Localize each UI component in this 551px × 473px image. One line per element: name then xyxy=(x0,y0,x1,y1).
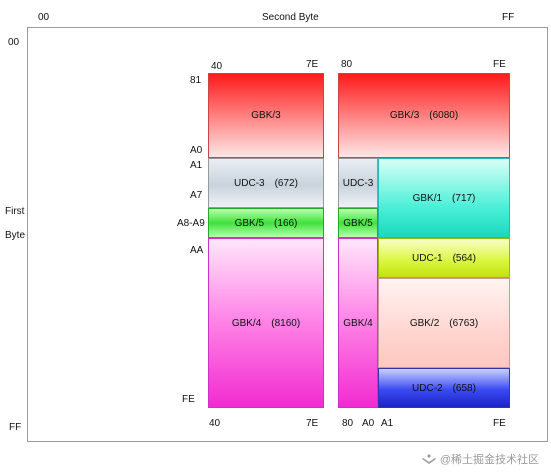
row-label-a8-a9: A8-A9 xyxy=(177,218,205,229)
right-top-start-label: 80 xyxy=(341,59,353,70)
gbk2-count: (6763) xyxy=(449,317,479,329)
right-gbk3-count: (6080) xyxy=(429,110,459,121)
row-label-a0: A0 xyxy=(190,145,203,156)
left-gbk4-count: (8160) xyxy=(271,317,301,329)
y-axis-title-line2: Byte xyxy=(5,230,26,241)
row-label-a1: A1 xyxy=(190,160,203,171)
watermark-text: @稀土掘金技术社区 xyxy=(439,454,539,466)
row-label-81: 81 xyxy=(190,75,202,86)
left-gbk3-name: GBK/3 xyxy=(251,110,281,121)
y-axis-start-label: 00 xyxy=(8,37,20,48)
gbk2-block: GBK/2 (6763) xyxy=(378,278,510,368)
y-axis-title-line1: First xyxy=(5,206,25,217)
right-gbk3-block: GBK/3 (6080) xyxy=(338,73,510,158)
left-gbk5-name: GBK/5 xyxy=(234,217,265,229)
udc1-block: UDC-1 (564) xyxy=(378,238,510,278)
row-label-aa: AA xyxy=(190,245,204,256)
right-gbk4-block: GBK/4 xyxy=(338,238,378,408)
right-udc3-block: UDC-3 xyxy=(338,158,378,208)
left-top-end-label: 7E xyxy=(306,59,319,70)
udc1-name: UDC-1 xyxy=(412,252,443,264)
right-gbk5-block: GBK/5 xyxy=(338,208,378,238)
left-udc3-name: UDC-3 xyxy=(234,177,265,189)
gbk1-name: GBK/1 xyxy=(412,192,443,204)
row-label-fe: FE xyxy=(182,394,195,405)
left-bottom-end-label: 7E xyxy=(306,418,319,429)
left-gbk3-block: GBK/3 xyxy=(208,73,324,158)
right-bottom-a1-label: A1 xyxy=(381,418,394,429)
y-axis-end-label: FF xyxy=(9,422,22,433)
right-gbk3-name: GBK/3 xyxy=(389,110,420,121)
gbk2-name: GBK/2 xyxy=(409,317,440,329)
watermark: @稀土掘金技术社区 xyxy=(421,451,539,467)
left-gbk5-block: GBK/5 (166) xyxy=(208,208,324,238)
udc2-block: UDC-2 (658) xyxy=(378,368,510,408)
udc2-count: (658) xyxy=(452,382,476,394)
left-udc3-count: (672) xyxy=(274,177,298,189)
right-bottom-80-label: 80 xyxy=(342,418,354,429)
udc1-count: (564) xyxy=(452,252,476,264)
gbk1-count: (717) xyxy=(452,192,476,204)
gbk1-block: GBK/1 (717) xyxy=(378,158,510,238)
right-bottom-a0-label: A0 xyxy=(362,418,375,429)
x-axis-title: Second Byte xyxy=(262,12,319,23)
left-gbk4-name: GBK/4 xyxy=(231,317,262,329)
row-label-a7: A7 xyxy=(190,190,203,201)
right-gbk5-name: GBK/5 xyxy=(343,217,373,229)
right-gbk4-name: GBK/4 xyxy=(343,317,373,329)
x-axis-start-label: 00 xyxy=(38,12,50,23)
right-top-end-label: FE xyxy=(493,59,506,70)
udc2-name: UDC-2 xyxy=(412,382,443,394)
juejin-logo-icon xyxy=(421,454,436,464)
left-top-start-label: 40 xyxy=(211,61,223,72)
left-gbk5-count: (166) xyxy=(274,217,298,229)
right-udc3-name: UDC-3 xyxy=(342,177,374,189)
right-bottom-fe-label: FE xyxy=(493,418,506,429)
x-axis-end-label: FF xyxy=(502,12,515,23)
left-udc3-block: UDC-3 (672) xyxy=(208,158,324,208)
left-bottom-start-label: 40 xyxy=(209,418,221,429)
left-gbk4-block: GBK/4 (8160) xyxy=(208,238,324,408)
